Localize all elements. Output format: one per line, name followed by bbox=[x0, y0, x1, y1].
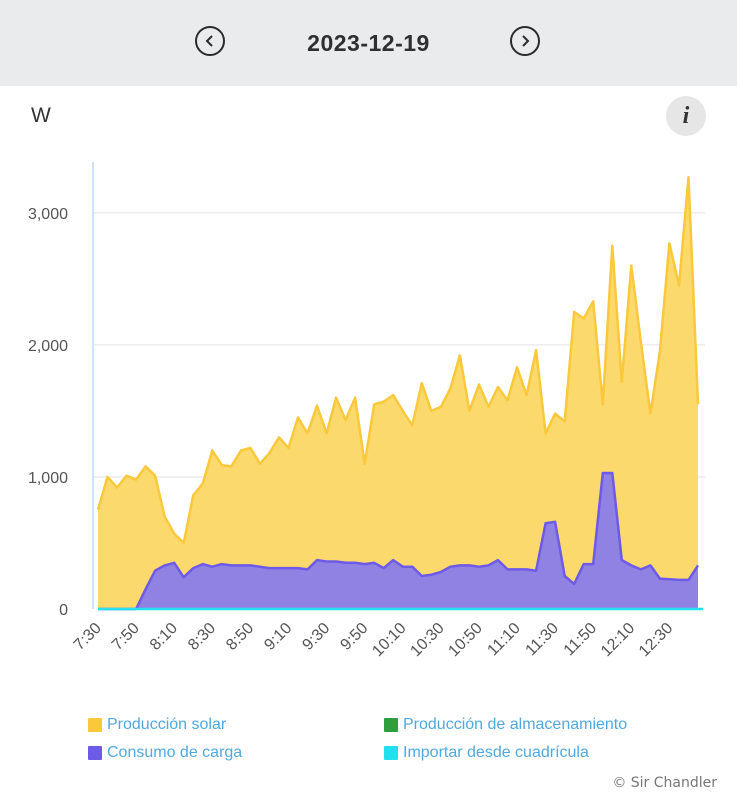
x-tick-label: 12:10 bbox=[598, 620, 638, 660]
load-consumption-area bbox=[98, 473, 698, 609]
info-icon: i bbox=[682, 102, 690, 129]
legend-label: Producción de almacenamiento bbox=[403, 716, 628, 733]
y-tick-label: 3,000 bbox=[28, 206, 68, 223]
info-button[interactable]: i bbox=[666, 96, 706, 136]
legend-item-solar[interactable]: Producción solar bbox=[88, 716, 226, 734]
date-navigation-bar: 2023-12-19 bbox=[0, 0, 737, 86]
x-tick-label: 11:10 bbox=[484, 620, 524, 660]
legend-label: Consumo de carga bbox=[107, 744, 243, 761]
solar-production-area bbox=[98, 177, 698, 609]
legend-item-grid[interactable]: Importar desde cuadrícula bbox=[384, 744, 589, 762]
x-tick-label: 11:50 bbox=[561, 620, 601, 660]
chevron-left-icon bbox=[205, 35, 213, 47]
legend-swatch-storage bbox=[384, 718, 398, 732]
x-tick-label: 10:50 bbox=[445, 620, 485, 660]
x-tick-label: 11:30 bbox=[523, 620, 563, 660]
legend-item-storage[interactable]: Producción de almacenamiento bbox=[384, 716, 627, 734]
x-tick-label: 10:30 bbox=[407, 620, 447, 660]
legend-swatch-grid bbox=[384, 746, 398, 760]
x-tick-label: 9:10 bbox=[261, 620, 295, 654]
next-day-button[interactable] bbox=[510, 26, 540, 56]
y-tick-label: 1,000 bbox=[28, 470, 68, 487]
legend-swatch-load bbox=[88, 746, 102, 760]
energy-area-chart: 0 1,000 2,000 3,000 7:30 7:50 8:10 8:30 8:50 9:10… bbox=[28, 162, 705, 660]
unit-label: W bbox=[31, 104, 51, 127]
legend-label: Producción solar bbox=[107, 716, 227, 733]
x-tick-label: 9:30 bbox=[299, 620, 333, 654]
y-tick-label: 2,000 bbox=[28, 338, 68, 355]
x-tick-label: 10:10 bbox=[369, 620, 409, 660]
legend-swatch-solar bbox=[88, 718, 102, 732]
x-tick-label: 8:30 bbox=[185, 620, 219, 654]
legend-item-load[interactable]: Consumo de carga bbox=[88, 744, 242, 762]
watermark: © Sir Chandler bbox=[612, 775, 717, 791]
previous-day-button[interactable] bbox=[195, 26, 225, 56]
y-tick-label: 0 bbox=[59, 602, 68, 619]
x-tick-label: 8:50 bbox=[223, 620, 257, 654]
solar-production-line bbox=[96, 175, 700, 545]
x-tick-label: 7:30 bbox=[71, 620, 105, 654]
chevron-right-icon bbox=[522, 35, 530, 47]
load-consumption-line bbox=[98, 471, 700, 611]
x-tick-label: 12:30 bbox=[636, 620, 676, 660]
legend-label: Importar desde cuadrícula bbox=[403, 744, 589, 761]
x-tick-label: 9:50 bbox=[337, 620, 371, 654]
selected-date: 2023-12-19 bbox=[307, 30, 430, 56]
x-tick-label: 7:50 bbox=[109, 620, 143, 654]
x-tick-label: 8:10 bbox=[147, 620, 181, 654]
